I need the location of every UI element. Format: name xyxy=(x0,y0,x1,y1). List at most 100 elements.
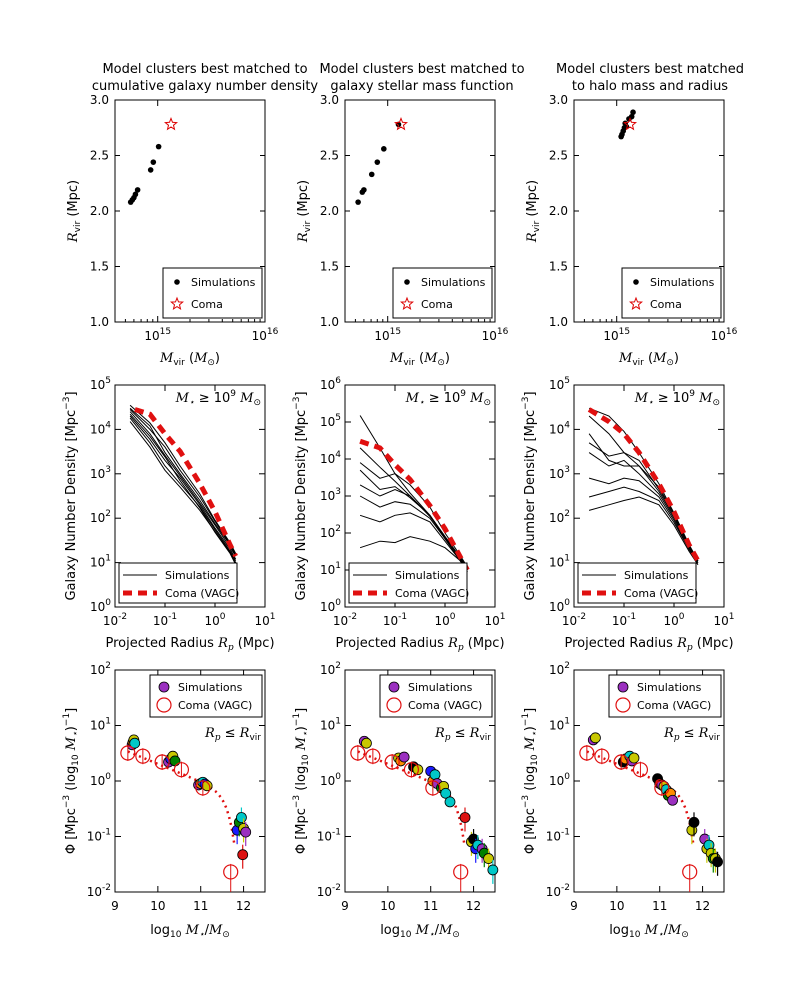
y-tick-label: 102 xyxy=(320,661,341,677)
simulation-point xyxy=(590,732,601,744)
coma-point xyxy=(365,748,381,764)
y-tick-label: 1.0 xyxy=(320,315,339,329)
x-axis-label: Mvir (M⊙) xyxy=(618,351,679,368)
simulation-point xyxy=(712,856,723,868)
y-tick-label: 10-1 xyxy=(317,828,341,844)
simulation-point xyxy=(374,159,381,165)
y-tick-label: 2.0 xyxy=(90,204,109,218)
simulation-point xyxy=(237,849,249,861)
y-tick-label: 100 xyxy=(320,598,341,614)
y-axis-label: Φ [Mpc−3 (log10 M⋆)−1] xyxy=(62,708,81,854)
coma-profile-line xyxy=(587,407,701,563)
x-tick-label: 100 xyxy=(663,612,684,628)
legend-marker-simulations xyxy=(404,279,410,285)
plot-frame xyxy=(114,384,266,608)
y-tick-label: 103 xyxy=(90,465,111,481)
legend-marker-simulations xyxy=(174,279,180,285)
y-tick-label: 3.0 xyxy=(549,93,568,107)
coma-point xyxy=(135,748,151,764)
y-axis-label: Rvir (Mpc) xyxy=(525,180,542,243)
simulation-point xyxy=(236,812,247,823)
legend-marker-coma xyxy=(386,697,402,713)
simulation-point xyxy=(150,159,157,165)
simulation-point xyxy=(398,751,410,763)
y-tick-label: 101 xyxy=(549,554,570,570)
x-axis-label: Projected Radius Rp (Mpc) xyxy=(105,636,274,653)
smf-panel-1: 10-2 10-1 100 101 102 9 10 11 12 log10 M⋆/M⊙ Φ [Mp… xyxy=(62,661,266,940)
simulation-point xyxy=(147,167,154,173)
column-title-1-line-2: cumulative galaxy number density xyxy=(92,79,319,94)
y-tick-label: 1.5 xyxy=(320,260,339,274)
simulation-point xyxy=(361,187,367,193)
column-title-2-line-2: galaxy stellar mass function xyxy=(330,79,513,94)
rvir-panel-2: 1.0 1.5 2.0 2.5 3.0 1015 1016 Mvir (M⊙) Rvir (Mp… xyxy=(296,93,509,368)
x-tick-label: 1016 xyxy=(252,327,279,343)
x-axis-label: log10 M⋆/M⊙ xyxy=(380,923,460,940)
y-tick-label: 100 xyxy=(549,598,570,614)
legend-label-simulations: Simulations xyxy=(637,681,702,694)
annotation-radius-cut: Rp ≤ Rvir xyxy=(434,726,491,743)
legend-marker-simulations xyxy=(158,681,170,693)
column-title-3-line-1: Model clusters best matched xyxy=(556,62,744,77)
density-panel-1: 100 101 102 103 104 105 10-2 10-1 100 101 Projecte… xyxy=(62,376,276,653)
simulation-profile-line xyxy=(359,536,468,572)
y-tick-label: 100 xyxy=(320,772,341,788)
y-tick-label: 3.0 xyxy=(320,93,339,107)
x-tick-label: 10-2 xyxy=(103,612,127,628)
x-tick-label: 101 xyxy=(713,612,734,628)
x-tick-label: 12 xyxy=(695,899,710,913)
x-tick-label: 9 xyxy=(111,899,119,913)
coma-point xyxy=(403,762,420,778)
y-tick-label: 1.5 xyxy=(90,260,109,274)
y-tick-label: 102 xyxy=(90,509,111,525)
legend-label-coma: Coma (VAGC) xyxy=(395,587,469,600)
legend-marker-simulations xyxy=(633,279,639,285)
coma-point xyxy=(425,780,441,796)
simulation-point xyxy=(395,121,402,128)
y-tick-label: 100 xyxy=(90,772,111,788)
column-title-1-line-1: Model clusters best matched to xyxy=(102,62,307,77)
x-tick-label: 101 xyxy=(254,612,275,628)
y-axis-label: Rvir (Mpc) xyxy=(296,180,313,243)
legend-box xyxy=(577,562,697,604)
legend-label-coma: Coma (VAGC) xyxy=(637,699,711,712)
simulation-point xyxy=(355,199,361,205)
simulation-point xyxy=(361,737,372,749)
simulation-profile-line xyxy=(129,409,237,557)
simulation-point xyxy=(155,143,162,150)
x-axis-label: log10 M⋆/M⊙ xyxy=(150,923,230,940)
legend-label-coma: Coma (VAGC) xyxy=(165,587,239,600)
y-tick-label: 102 xyxy=(320,524,341,540)
legend-marker-coma xyxy=(170,296,184,311)
simulation-point xyxy=(240,826,252,838)
x-tick-label: 9 xyxy=(570,899,578,913)
y-tick-label: 102 xyxy=(549,509,570,525)
coma-point xyxy=(384,754,400,770)
column-title-3: Model clusters best matched to halo mass… xyxy=(556,62,744,94)
legend-label-simulations: Simulations xyxy=(408,681,473,694)
x-tick-label: 11 xyxy=(652,899,667,913)
panels: 1.0 1.5 2.0 2.5 3.0 1015 1016 Mvir (M⊙) Rvir (Mp… xyxy=(62,93,738,940)
column-title-1: Model clusters best matched to cumulativ… xyxy=(92,62,319,94)
simulation-point xyxy=(440,787,452,799)
x-tick-label: 100 xyxy=(204,612,225,628)
x-tick-label: 10 xyxy=(609,899,624,913)
annotation-mass-cut: M⋆ ≥ 109 M⊙ xyxy=(405,389,491,408)
coma-point xyxy=(173,762,190,778)
simulation-profile-line xyxy=(129,404,237,554)
x-tick-label: 10 xyxy=(380,899,395,913)
coma-profile-line xyxy=(134,407,238,558)
simulation-profile-line xyxy=(588,433,699,562)
coma-point xyxy=(632,762,649,778)
legend-marker-simulations xyxy=(388,681,400,693)
simulation-point xyxy=(628,752,640,764)
x-axis-label: Projected Radius Rp (Mpc) xyxy=(335,636,504,653)
coma-point xyxy=(594,748,610,764)
y-tick-label: 102 xyxy=(549,661,570,677)
x-tick-label: 1015 xyxy=(374,327,401,343)
legend-box xyxy=(118,562,238,604)
coma-point xyxy=(120,745,136,761)
y-axis-label: Φ [Mpc−3 (log10 M⋆)−1] xyxy=(292,708,311,854)
y-tick-label: 104 xyxy=(549,420,570,436)
legend-label-simulations: Simulations xyxy=(178,681,243,694)
